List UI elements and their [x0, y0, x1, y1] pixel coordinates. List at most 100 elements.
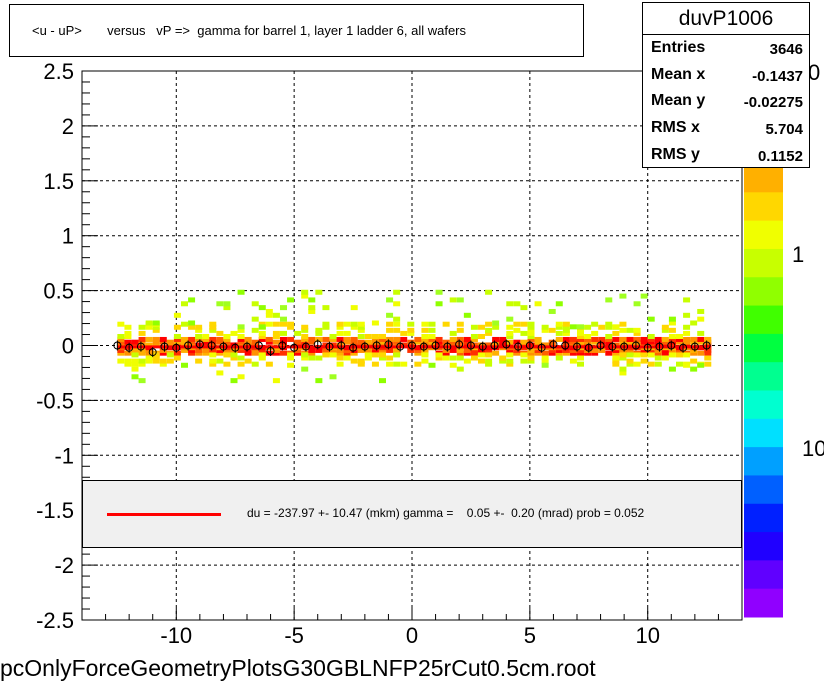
- heatmap-cell: [244, 339, 252, 345]
- heatmap-cell: [159, 361, 167, 367]
- heatmap-cell: [562, 324, 570, 330]
- heatmap-cell: [237, 347, 245, 353]
- heatmap-cell: [287, 336, 295, 342]
- heatmap-cell: [202, 342, 210, 348]
- heatmap-cell: [661, 342, 669, 348]
- heatmap-cell: [506, 347, 514, 353]
- heatmap-cell: [562, 347, 570, 353]
- colorbar-cell: [744, 418, 783, 448]
- heatmap-cell: [562, 336, 570, 342]
- heatmap-cell: [265, 321, 273, 327]
- heatmap-cell: [265, 339, 273, 345]
- heatmap-cell: [640, 352, 648, 358]
- heatmap-cell: [251, 316, 259, 322]
- heatmap-cell: [294, 339, 302, 345]
- heatmap-cell: [555, 350, 563, 356]
- heatmap-cell: [584, 342, 592, 348]
- heatmap-cell: [442, 347, 450, 353]
- heatmap-cell: [237, 342, 245, 348]
- heatmap-cell: [683, 336, 691, 342]
- heatmap-cell: [258, 336, 266, 342]
- heatmap-cell: [619, 366, 627, 372]
- heatmap-cell: [647, 336, 655, 342]
- heatmap-cell: [237, 361, 245, 367]
- heatmap-cell: [343, 321, 351, 327]
- heatmap-cell: [598, 336, 606, 342]
- heatmap-cell: [626, 342, 634, 348]
- heatmap-cell: [520, 358, 528, 364]
- heatmap-cell: [647, 342, 655, 348]
- heatmap-cell: [442, 355, 450, 361]
- heatmap-cell: [230, 378, 238, 384]
- heatmap-cell: [683, 352, 691, 358]
- heatmap-cell: [244, 342, 252, 348]
- heatmap-cell: [612, 355, 620, 361]
- heatmap-cell: [555, 324, 563, 330]
- heatmap-cell: [555, 355, 563, 361]
- heatmap-cell: [428, 336, 436, 342]
- heatmap-cell: [492, 320, 500, 326]
- heatmap-cell: [379, 339, 386, 345]
- colorbar-cell: [744, 475, 783, 505]
- heatmap-cell: [230, 352, 238, 358]
- heatmap-cell: [683, 342, 691, 348]
- heatmap-cell: [478, 347, 485, 353]
- heatmap-cell: [605, 321, 613, 327]
- heatmap-cell: [584, 333, 592, 339]
- heatmap-cell: [435, 339, 443, 345]
- heatmap-cell: [315, 289, 323, 295]
- heatmap-cell: [379, 352, 386, 358]
- heatmap-cell: [152, 352, 160, 358]
- heatmap-cell: [562, 350, 570, 356]
- heatmap-cell: [371, 333, 379, 339]
- heatmap-cell: [407, 327, 415, 333]
- profile-point: [502, 340, 511, 349]
- heatmap-cell: [619, 293, 627, 299]
- heatmap-cell: [364, 355, 372, 361]
- heatmap-cell: [138, 339, 146, 345]
- heatmap-cell: [591, 321, 599, 327]
- heatmap-cell: [280, 350, 287, 356]
- heatmap-cell: [315, 336, 323, 342]
- heatmap-cell: [173, 355, 181, 361]
- heatmap-cell: [442, 321, 450, 327]
- heatmap-cell: [336, 330, 344, 336]
- heatmap-cell: [124, 342, 132, 348]
- heatmap-cell: [322, 336, 330, 342]
- heatmap-cell: [449, 336, 457, 342]
- heatmap-cell: [322, 305, 330, 311]
- heatmap-cell: [683, 330, 691, 336]
- heatmap-cell: [478, 342, 485, 348]
- legend-fit-line: [107, 513, 221, 516]
- heatmap-cell: [676, 347, 683, 353]
- heatmap-cell: [435, 301, 443, 307]
- heatmap-cell: [371, 336, 379, 342]
- heatmap-cell: [237, 374, 245, 380]
- profile-point: [514, 342, 523, 351]
- heatmap-cell: [280, 342, 287, 348]
- heatmap-cell: [258, 355, 266, 361]
- heatmap-cell: [386, 327, 394, 333]
- x-tick-label: -10: [160, 623, 192, 648]
- y-tick-label: 0.5: [43, 279, 74, 304]
- profile-point: [360, 342, 369, 351]
- heatmap-cell: [697, 350, 705, 356]
- heatmap-cell: [668, 342, 676, 348]
- stats-value: -0.1437: [752, 68, 803, 85]
- heatmap-cell: [272, 333, 280, 339]
- heatmap-cell: [499, 355, 507, 361]
- heatmap-cell: [173, 336, 181, 342]
- heatmap-cell: [577, 347, 584, 353]
- heatmap-cell: [357, 324, 365, 330]
- heatmap-cell: [668, 316, 676, 322]
- heatmap-cell: [527, 358, 535, 364]
- heatmap-cell: [244, 350, 252, 356]
- heatmap-cell: [202, 336, 210, 342]
- heatmap-cell: [209, 321, 217, 327]
- heatmap-cell: [336, 361, 344, 367]
- heatmap-cell: [605, 333, 613, 339]
- heatmap-cell: [520, 339, 528, 345]
- heatmap-cell: [400, 330, 408, 336]
- heatmap-cell: [308, 308, 316, 314]
- heatmap-cell: [697, 330, 705, 336]
